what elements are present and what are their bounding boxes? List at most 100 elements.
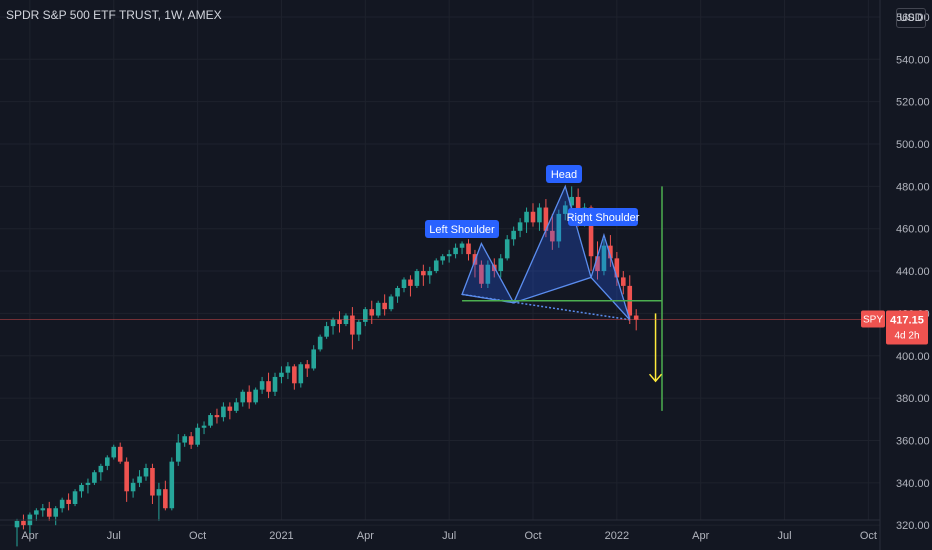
candle[interactable] (498, 254, 504, 278)
candle[interactable] (221, 402, 226, 422)
candle[interactable] (85, 478, 91, 494)
candle[interactable] (143, 463, 149, 481)
candle[interactable] (150, 463, 155, 504)
candle[interactable] (208, 412, 213, 428)
candle[interactable] (137, 470, 142, 488)
currency-selector[interactable]: USD (896, 8, 926, 28)
candle[interactable] (188, 432, 194, 449)
last-price-tag[interactable]: SPY 417.15 4d 2h (861, 310, 928, 345)
candle[interactable] (175, 434, 181, 466)
candle[interactable] (266, 372, 271, 399)
pattern-label[interactable]: Left Shoulder (425, 220, 499, 238)
candle[interactable] (311, 345, 316, 371)
candle[interactable] (163, 480, 168, 511)
candle[interactable] (253, 387, 258, 405)
candle[interactable] (453, 243, 458, 259)
candle[interactable] (504, 235, 510, 261)
candle[interactable] (356, 319, 362, 341)
candle[interactable] (117, 442, 123, 464)
candle[interactable] (279, 366, 284, 384)
candle[interactable] (363, 307, 368, 327)
candle[interactable] (130, 478, 136, 498)
candle[interactable] (156, 482, 162, 521)
candle[interactable] (608, 235, 613, 267)
candle[interactable] (401, 277, 407, 293)
candle[interactable] (169, 457, 175, 511)
candle[interactable] (259, 376, 265, 394)
candle[interactable] (182, 434, 187, 447)
candle[interactable] (214, 408, 220, 424)
pattern-label[interactable]: Head (546, 165, 582, 183)
candle[interactable] (98, 463, 104, 481)
candle[interactable] (324, 321, 329, 339)
candle[interactable] (59, 497, 65, 513)
candle[interactable] (105, 455, 110, 471)
candle[interactable] (14, 518, 20, 547)
candle[interactable] (240, 389, 246, 407)
pattern-triangle[interactable] (461, 241, 515, 304)
candle[interactable] (337, 311, 342, 333)
candle[interactable] (421, 264, 426, 286)
candle[interactable] (388, 294, 394, 312)
candle[interactable] (517, 218, 523, 238)
candle[interactable] (227, 402, 233, 420)
candle[interactable] (633, 309, 639, 331)
candle[interactable] (111, 444, 117, 460)
candle[interactable] (459, 241, 465, 255)
candle[interactable] (614, 252, 620, 286)
candle[interactable] (530, 203, 536, 227)
candle[interactable] (234, 398, 239, 413)
candle[interactable] (562, 201, 568, 221)
candle[interactable] (350, 307, 355, 350)
candle[interactable] (272, 372, 278, 396)
candle[interactable] (66, 493, 71, 511)
candle[interactable] (34, 508, 39, 521)
candle[interactable] (317, 334, 323, 352)
candle[interactable] (408, 275, 413, 297)
candle[interactable] (285, 362, 291, 380)
candle[interactable] (195, 423, 200, 447)
pattern-triangle[interactable] (590, 232, 631, 321)
candle[interactable] (537, 203, 542, 231)
candle[interactable] (395, 285, 400, 303)
pattern-label[interactable]: Right Shoulder (567, 208, 640, 226)
candle[interactable] (550, 213, 555, 250)
candle[interactable] (375, 300, 381, 318)
candle[interactable] (46, 501, 52, 521)
candle[interactable] (330, 317, 336, 335)
candle[interactable] (479, 260, 484, 288)
candle[interactable] (466, 239, 471, 261)
candle[interactable] (201, 421, 207, 435)
candle[interactable] (440, 254, 445, 265)
candle[interactable] (79, 482, 84, 498)
candle[interactable] (292, 364, 297, 390)
candle[interactable] (446, 249, 452, 263)
candle[interactable] (485, 260, 491, 288)
time-axis[interactable]: AprJulOct2021AprJulOct2022AprJulOct202 (21, 530, 932, 542)
candle[interactable] (556, 209, 562, 248)
pattern-drawings[interactable]: Left Shoulder Head Right Shoulder (0, 165, 880, 411)
candle[interactable] (21, 514, 26, 530)
candle[interactable] (601, 239, 607, 276)
candle[interactable] (427, 266, 433, 284)
candle[interactable] (298, 362, 304, 388)
candle[interactable] (92, 470, 97, 485)
candle[interactable] (621, 271, 626, 295)
candle[interactable] (72, 489, 78, 507)
candle[interactable] (511, 226, 516, 246)
candle[interactable] (414, 268, 420, 288)
candle[interactable] (246, 385, 252, 409)
candle[interactable] (343, 313, 349, 327)
neckline[interactable] (461, 293, 630, 321)
candle[interactable] (53, 506, 58, 526)
candle[interactable] (369, 300, 375, 324)
candle[interactable] (595, 241, 600, 280)
candle[interactable] (304, 360, 310, 377)
candle[interactable] (40, 504, 46, 517)
candle[interactable] (433, 258, 439, 274)
candle[interactable] (382, 294, 387, 316)
candle[interactable] (524, 207, 529, 233)
candle[interactable] (124, 457, 129, 502)
